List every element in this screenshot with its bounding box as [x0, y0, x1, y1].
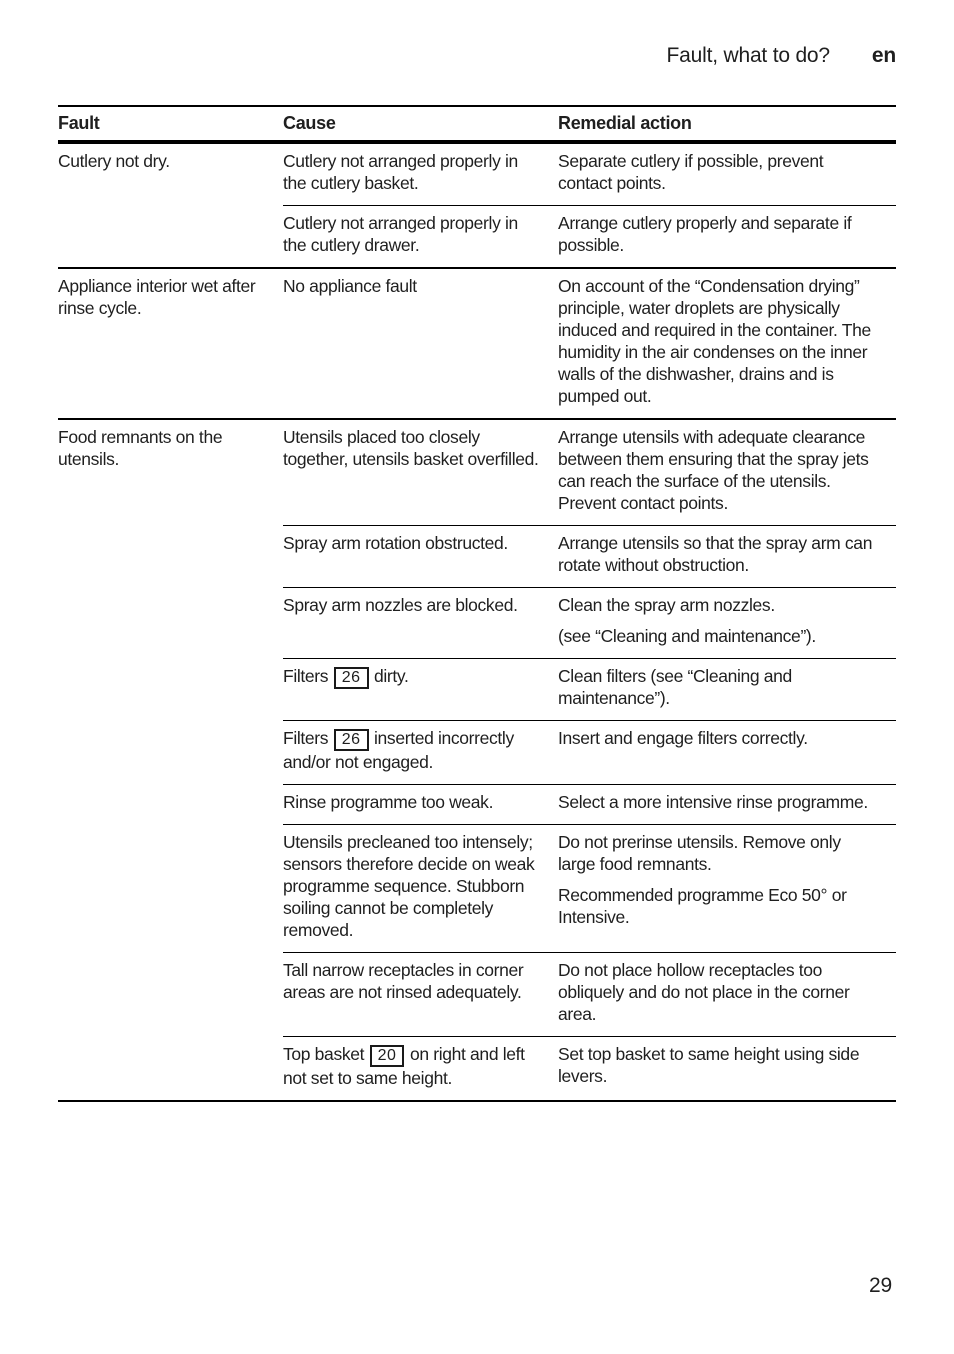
language-code: en [871, 44, 896, 67]
remedy-cell: Arrange utensils with adequate clearance… [558, 418, 896, 526]
fault-table: Fault Cause Remedial action Cutlery not … [58, 105, 896, 1102]
cause-cell: Tall narrow receptacles in corner areas … [283, 952, 558, 1037]
remedy-cell: Insert and engage filters correctly. [558, 720, 896, 785]
cause-cell: No appliance fault [283, 267, 558, 419]
cell-paragraph: Filters 26 dirty. [283, 665, 542, 689]
fault-group: Appliance interior wet after rinse cycle… [58, 267, 896, 419]
remedy-cell: Set top basket to same height using side… [558, 1036, 896, 1101]
callout-ref-box: 26 [333, 729, 369, 751]
running-head: Fault, what to do? en [58, 44, 897, 68]
table-row: Filters 26 inserted incorrectly and/or n… [58, 720, 896, 785]
cell-paragraph: Do not place hollow receptacles too obli… [558, 960, 850, 1024]
cell-paragraph: Arrange cutlery properly and separate if… [558, 213, 852, 255]
table-row: Rinse programme too weak. Select a more i… [58, 784, 896, 825]
cell-paragraph: Do not prerinse utensils. Remove only la… [558, 832, 841, 874]
cell-paragraph: Arrange utensils with adequate clearance… [558, 427, 869, 513]
cell-paragraph: (see “Cleaning and maintenance”). [558, 626, 816, 646]
cause-cell: Cutlery not arranged properly in the cut… [283, 141, 558, 206]
cause-cell: Top basket 20 on right and left not set … [283, 1036, 558, 1101]
cause-cell: Filters 26 dirty. [283, 658, 558, 721]
table-row: Cutlery not arranged properly in the cut… [58, 205, 896, 268]
fault-group: Food remnants on the utensils. Utensils p… [58, 418, 896, 1101]
remedy-cell: Clean filters (see “Cleaning and mainten… [558, 658, 896, 721]
remedy-cell: Arrange cutlery properly and separate if… [558, 205, 896, 268]
callout-ref-box: 26 [333, 667, 369, 689]
remedy-cell: Arrange utensils so that the spray arm c… [558, 525, 896, 588]
cause-cell: Spray arm rotation obstructed. [283, 525, 558, 588]
cell-paragraph: Arrange utensils so that the spray arm c… [558, 533, 873, 575]
remedy-cell: Do not prerinse utensils. Remove only la… [558, 824, 896, 953]
cell-paragraph: Utensils precleaned too intensely; senso… [283, 832, 535, 940]
cell-paragraph: Cutlery not arranged properly in the cut… [283, 213, 518, 255]
remedy-cell: Clean the spray arm nozzles. (see “Cleani… [558, 587, 896, 659]
fault-cell: Cutlery not dry. [58, 141, 283, 268]
cause-cell: Cutlery not arranged properly in the cut… [283, 205, 558, 268]
page-title: Fault, what to do? [666, 44, 831, 67]
cause-cell: Filters 26 inserted incorrectly and/or n… [283, 720, 558, 785]
column-header-remedial-action: Remedial action [558, 105, 896, 144]
page-number: 29 [869, 1274, 892, 1297]
cell-paragraph: Spray arm rotation obstructed. [283, 533, 508, 553]
fault-group: Cutlery not dry. Cutlery not arranged pro… [58, 141, 896, 268]
cell-paragraph: On account of the “Condensation drying” … [558, 276, 871, 406]
cell-paragraph: No appliance fault [283, 276, 417, 296]
table-row: Utensils precleaned too intensely; senso… [58, 824, 896, 953]
cell-paragraph: Clean filters (see “Cleaning and mainten… [558, 666, 792, 708]
table-row: Filters 26 dirty. Clean filters (see “Cle… [58, 658, 896, 721]
cause-cell: Spray arm nozzles are blocked. [283, 587, 558, 659]
cell-paragraph: Set top basket to same height using side… [558, 1044, 860, 1086]
cell-paragraph: Recommended programme Eco 50° or Intensi… [558, 885, 847, 927]
table-row: Spray arm nozzles are blocked. Clean the … [58, 587, 896, 659]
cell-paragraph: Spray arm nozzles are blocked. [283, 595, 518, 615]
fault-cell: Food remnants on the utensils. [58, 418, 283, 1101]
fault-cell: Appliance interior wet after rinse cycle… [58, 267, 283, 419]
cell-paragraph: Cutlery not arranged properly in the cut… [283, 151, 518, 193]
cause-cell: Utensils placed too closely together, ut… [283, 418, 558, 526]
table-row: Food remnants on the utensils. Utensils p… [58, 418, 896, 1101]
column-header-fault: Fault [58, 105, 283, 144]
remedy-cell: Do not place hollow receptacles too obli… [558, 952, 896, 1037]
cell-paragraph: Top basket 20 on right and left not set … [283, 1044, 525, 1088]
table-row: Spray arm rotation obstructed. Arrange ut… [58, 525, 896, 588]
cause-cell: Rinse programme too weak. [283, 784, 558, 825]
cell-paragraph: Separate cutlery if possible, prevent co… [558, 151, 824, 193]
remedy-cell: Select a more intensive rinse programme. [558, 784, 896, 825]
table-row: Appliance interior wet after rinse cycle… [58, 267, 896, 419]
cell-paragraph: Clean the spray arm nozzles. [558, 595, 775, 615]
cell-paragraph: Rinse programme too weak. [283, 792, 494, 812]
cell-paragraph: Filters 26 inserted incorrectly and/or n… [283, 728, 514, 772]
cell-paragraph: Tall narrow receptacles in corner areas … [283, 960, 524, 1002]
cell-paragraph: Insert and engage filters correctly. [558, 728, 808, 748]
table-row: Cutlery not dry. Cutlery not arranged pro… [58, 141, 896, 268]
header-row: Fault Cause Remedial action [58, 105, 896, 144]
cell-paragraph: Select a more intensive rinse programme. [558, 792, 868, 812]
table-header: Fault Cause Remedial action [58, 105, 896, 144]
cell-paragraph: Utensils placed too closely together, ut… [283, 427, 539, 469]
table-row: Top basket 20 on right and left not set … [58, 1036, 896, 1101]
column-header-cause: Cause [283, 105, 558, 144]
table-row: Tall narrow receptacles in corner areas … [58, 952, 896, 1037]
callout-ref-box: 20 [369, 1045, 405, 1067]
remedy-cell: On account of the “Condensation drying” … [558, 267, 896, 419]
remedy-cell: Separate cutlery if possible, prevent co… [558, 141, 896, 206]
cause-cell: Utensils precleaned too intensely; senso… [283, 824, 558, 953]
